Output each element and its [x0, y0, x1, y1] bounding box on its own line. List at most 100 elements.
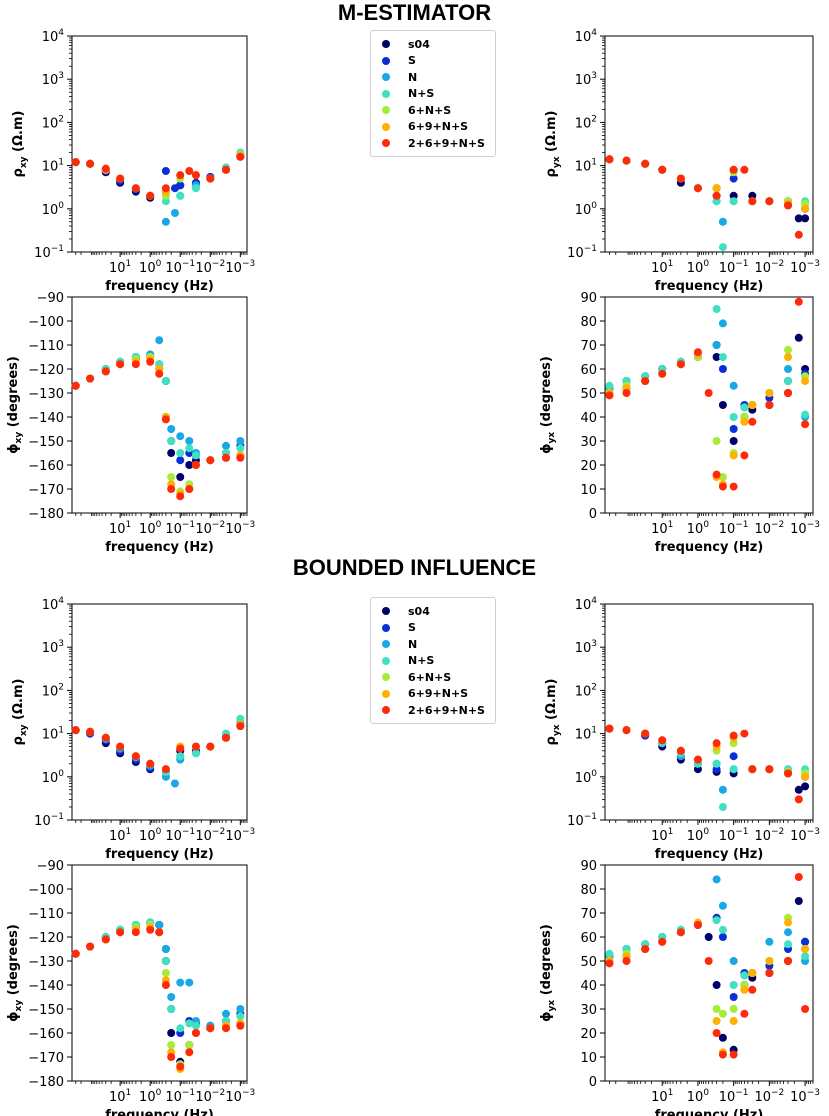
- data-point: [740, 417, 749, 426]
- legend-label: N: [408, 637, 418, 651]
- data-point: [712, 1029, 721, 1037]
- legend-marker: [382, 73, 390, 82]
- tick-label: 101: [109, 520, 131, 537]
- chart-m-estimator-phi-yx: 101 100 10−1 10−2 10−3 frequency (Hz) 0 10 20 30 4…: [539, 291, 820, 555]
- data-point: [794, 230, 803, 239]
- legend-marker: [382, 607, 390, 616]
- data-point: [784, 201, 793, 210]
- legend-label: 6+9+N+S: [408, 687, 469, 701]
- data-point: [191, 184, 200, 193]
- data-point: [765, 937, 774, 946]
- data-point: [155, 921, 164, 929]
- data-point: [718, 1050, 727, 1059]
- data-point: [729, 752, 738, 761]
- data-point: [176, 978, 185, 987]
- data-point: [236, 1021, 245, 1030]
- data-point: [658, 369, 667, 378]
- legend-label: 6+N+S: [408, 103, 452, 117]
- data-point: [729, 482, 738, 491]
- legend-entry: N+S: [379, 86, 485, 103]
- data-point: [191, 461, 200, 469]
- tick-label: 10−2: [195, 259, 225, 276]
- data-point: [161, 184, 170, 193]
- data-point: [794, 297, 803, 306]
- data-point: [206, 456, 215, 465]
- data-point: [236, 152, 245, 161]
- data-point: [765, 197, 774, 206]
- data-point: [146, 925, 155, 934]
- legend-m-estimator: s04 S N N+S 6+N+S 6+9+N+S 2+6+9+N+S: [370, 30, 496, 157]
- data-point: [718, 901, 727, 910]
- data-point: [191, 742, 200, 751]
- data-point: [801, 377, 810, 385]
- plot-frame: [71, 603, 248, 821]
- tick-label: 30: [580, 1003, 597, 1018]
- data-point: [718, 482, 727, 491]
- tick-label: 102: [575, 682, 597, 699]
- data-point: [794, 333, 803, 342]
- data-point: [185, 167, 194, 175]
- data-point: [605, 391, 614, 400]
- y-axis-label: ϕyx (degrees): [539, 356, 557, 454]
- y-axis-label: ϕxy (degrees): [6, 356, 24, 454]
- tick-label: 100: [42, 769, 65, 786]
- chart-m-estimator-phi-xy: 101 100 10−1 10−2 10−3 frequency (Hz) −180 −170…: [6, 291, 255, 555]
- legend-marker: [382, 139, 390, 148]
- data-point: [167, 1041, 176, 1049]
- data-point: [161, 217, 170, 226]
- tick-label: 104: [575, 28, 598, 45]
- data-point: [784, 389, 793, 397]
- data-point: [729, 165, 738, 174]
- data-point: [206, 174, 215, 183]
- data-point: [794, 795, 803, 804]
- data-point: [206, 1024, 215, 1033]
- data-point: [712, 916, 721, 925]
- tick-label: 100: [575, 201, 598, 218]
- tick-label: 60: [580, 363, 597, 378]
- tick-label: 50: [580, 955, 597, 970]
- tick-label: 10−2: [754, 259, 784, 276]
- tick-label: 90: [580, 291, 597, 306]
- tick-label: −100: [28, 315, 64, 330]
- data-point: [712, 341, 721, 349]
- data-point: [236, 1005, 245, 1013]
- tick-label: 10−3: [790, 827, 820, 844]
- data-point: [784, 365, 793, 373]
- data-point: [167, 473, 176, 481]
- legend-entry: 6+9+N+S: [379, 119, 485, 136]
- y-axis-label: ρxy (Ω.m): [11, 679, 29, 746]
- data-point: [658, 165, 667, 174]
- data-point: [704, 389, 713, 397]
- data-point: [718, 785, 727, 794]
- legend-label: S: [408, 54, 416, 68]
- tick-label: 10−1: [165, 1088, 195, 1105]
- data-point: [718, 933, 727, 941]
- data-point: [718, 319, 727, 328]
- tick-label: 80: [580, 315, 597, 330]
- data-point: [801, 214, 810, 223]
- legend-entry: N+S: [379, 653, 485, 670]
- tick-label: 10−1: [719, 827, 749, 844]
- data-point: [712, 353, 721, 361]
- tick-label: 102: [42, 114, 64, 131]
- tick-label: 10−1: [165, 827, 195, 844]
- tick-label: 10−3: [225, 1088, 255, 1105]
- data-point: [167, 993, 176, 1001]
- tick-label: 60: [580, 931, 597, 946]
- data-point: [206, 742, 215, 751]
- data-point: [86, 159, 95, 168]
- data-point: [191, 171, 200, 180]
- legend-label: s04: [408, 37, 430, 51]
- x-axis-label: frequency (Hz): [105, 279, 214, 294]
- data-point: [765, 389, 774, 397]
- data-point: [693, 921, 702, 929]
- tick-label: 50: [580, 387, 597, 402]
- tick-label: 10−2: [754, 1088, 784, 1105]
- data-point: [131, 928, 140, 937]
- data-point: [222, 1009, 230, 1018]
- data-point: [740, 971, 749, 980]
- data-point: [622, 389, 631, 397]
- data-point: [712, 305, 721, 313]
- chart-bounded-influence-rho-yx: 101 100 10−1 10−2 10−3 frequency (Hz) 10−1 100 1…: [544, 596, 820, 862]
